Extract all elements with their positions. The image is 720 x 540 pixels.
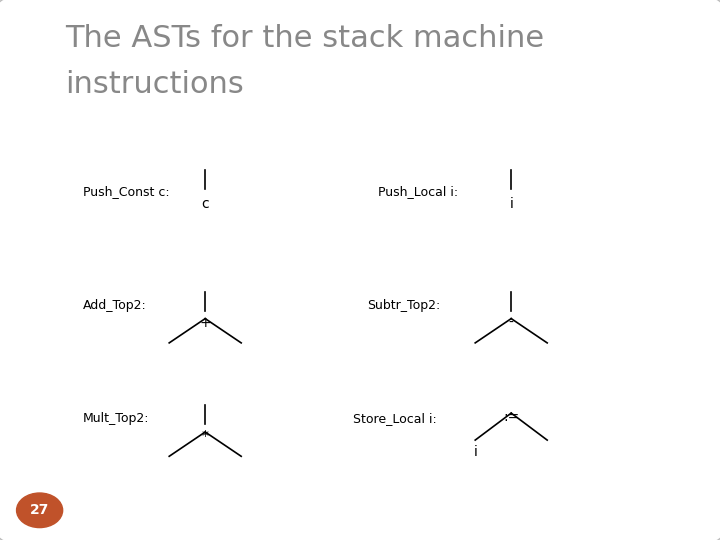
Text: i: i [509, 197, 513, 211]
Text: Mult_Top2:: Mult_Top2: [83, 412, 149, 425]
Text: -: - [509, 316, 513, 330]
Text: Add_Top2:: Add_Top2: [83, 299, 147, 312]
Text: :=: := [503, 410, 519, 424]
Text: The ASTs for the stack machine: The ASTs for the stack machine [65, 24, 544, 53]
Text: Push_Local i:: Push_Local i: [378, 185, 458, 198]
Text: 27: 27 [30, 503, 49, 517]
Text: +: + [199, 316, 211, 330]
Text: Subtr_Top2:: Subtr_Top2: [367, 299, 441, 312]
Text: c: c [202, 197, 209, 211]
Text: instructions: instructions [65, 70, 243, 99]
Text: i: i [473, 446, 477, 460]
Circle shape [17, 493, 63, 528]
Text: Store_Local i:: Store_Local i: [353, 412, 436, 425]
Text: Push_Const c:: Push_Const c: [83, 185, 169, 198]
Text: *: * [202, 429, 209, 443]
